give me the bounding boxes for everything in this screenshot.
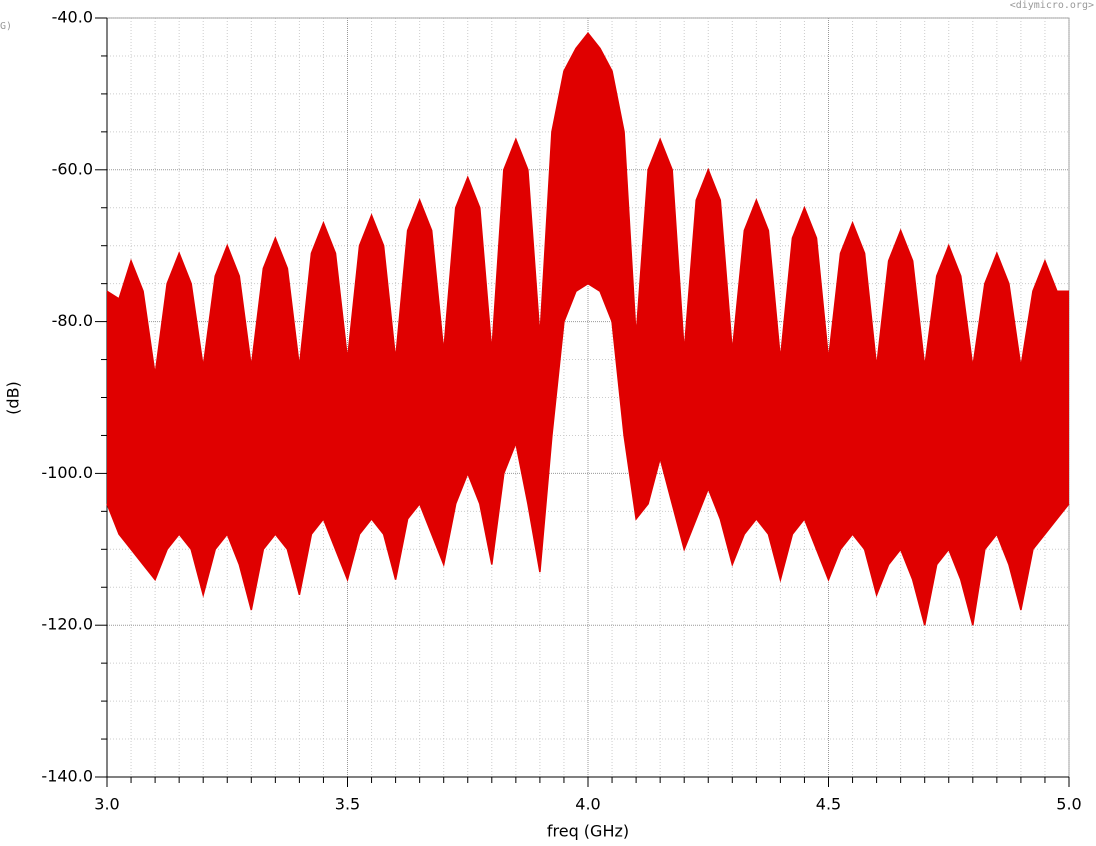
y-tick-label: -80.0 — [52, 311, 93, 330]
x-tick-label: 4.0 — [575, 795, 600, 814]
x-tick-label: 4.5 — [816, 795, 841, 814]
x-tick-label: 5.0 — [1056, 795, 1081, 814]
corner-label: G) — [0, 21, 12, 32]
signal-band — [107, 33, 1069, 626]
watermark: <diymicro.org> — [1010, 0, 1094, 11]
signal-envelope — [106, 282, 1070, 626]
y-tick-label: -120.0 — [41, 615, 93, 634]
y-tick-label: -60.0 — [52, 159, 93, 178]
y-axis-label: (dB) — [4, 381, 23, 415]
x-tick-label: 3.5 — [335, 795, 360, 814]
y-tick-label: -100.0 — [41, 463, 93, 482]
y-tick-label: -40.0 — [52, 8, 93, 27]
signal-envelope — [106, 31, 1069, 375]
y-tick-label: -140.0 — [41, 767, 93, 786]
x-axis-label: freq (GHz) — [547, 822, 629, 841]
x-tick-label: 3.0 — [94, 795, 119, 814]
